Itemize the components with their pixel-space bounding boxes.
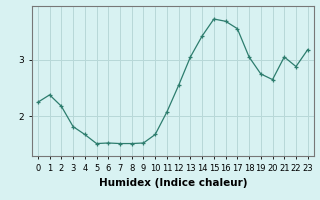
X-axis label: Humidex (Indice chaleur): Humidex (Indice chaleur): [99, 178, 247, 188]
